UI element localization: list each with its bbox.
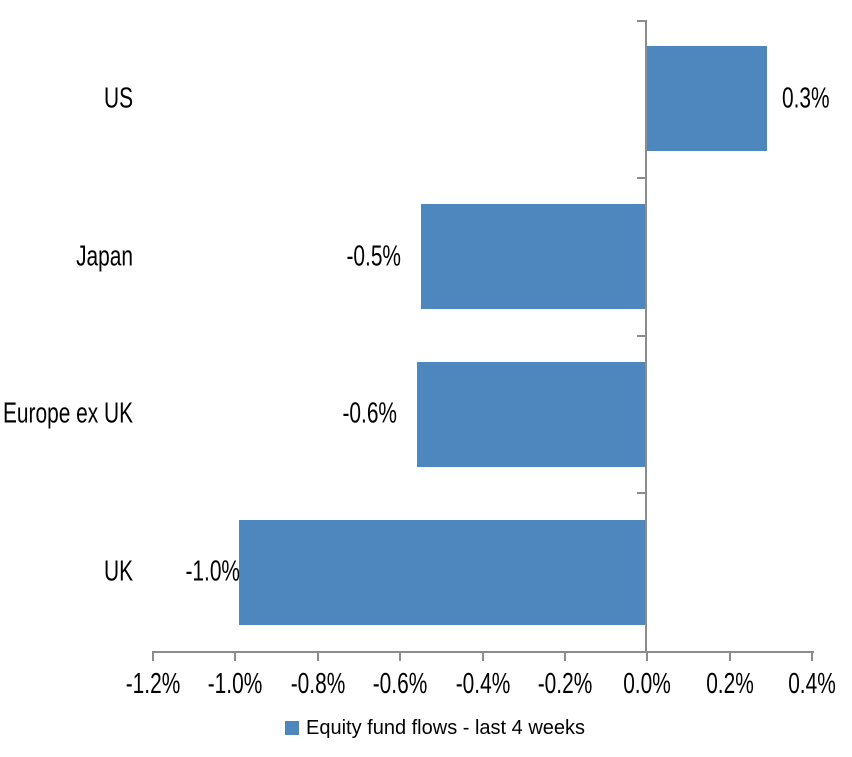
value-axis-tick [399, 651, 402, 661]
category-label-uk: UK [103, 555, 133, 588]
value-axis-tick [481, 651, 484, 661]
value-axis-tick [316, 651, 319, 661]
value-axis-tick-label: 0.4% [788, 668, 836, 700]
value-axis-tick-label: -1.2% [125, 668, 181, 700]
value-axis-tick [234, 651, 237, 661]
category-axis-tick [637, 20, 647, 22]
bar-europe-ex-uk [416, 361, 648, 467]
category-label-us: US [103, 82, 133, 115]
category-axis-tick [637, 176, 647, 179]
value-axis-tick [728, 651, 731, 661]
value-axis-tick [563, 651, 566, 661]
data-label-uk: -1.0% [184, 555, 240, 588]
bar-japan [420, 204, 648, 310]
category-label-japan: Japan [76, 240, 133, 273]
value-axis-tick-label: -1.0% [208, 668, 263, 700]
category-axis-tick [637, 334, 647, 337]
category-axis-tick [637, 492, 647, 495]
value-axis-tick [646, 651, 649, 661]
value-axis-tick-label: -0.8% [290, 668, 346, 700]
data-label-europe-ex-uk: -0.6% [342, 397, 397, 430]
value-axis-line [153, 651, 814, 653]
bar-us [647, 46, 767, 152]
legend-color-swatch-icon [285, 721, 299, 735]
bar-uk [239, 519, 648, 625]
data-label-us: 0.3% [781, 82, 830, 115]
value-axis-tick [811, 651, 813, 661]
value-axis-tick-label: 0.0% [623, 668, 672, 700]
legend-label: Equity fund flows - last 4 weeks [306, 716, 586, 739]
data-label-japan: -0.5% [346, 240, 401, 273]
value-axis-tick [152, 651, 154, 661]
value-axis-tick-label: -0.2% [537, 668, 593, 700]
value-axis-tick-label: -0.4% [455, 668, 510, 700]
value-axis-tick-label: 0.2% [705, 668, 754, 700]
value-axis-tick-label: -0.6% [372, 668, 428, 700]
legend: Equity fund flows - last 4 weeks [285, 716, 585, 740]
category-axis-line [645, 20, 647, 653]
category-label-europe-ex-uk: Europe ex UK [3, 397, 133, 430]
